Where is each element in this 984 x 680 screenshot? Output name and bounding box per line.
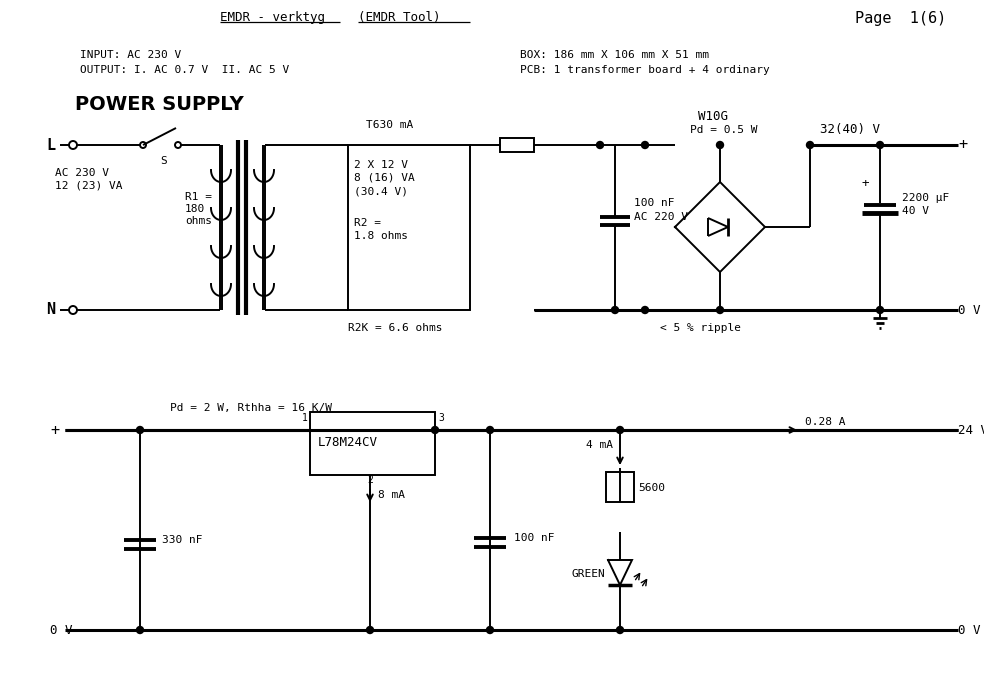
- Circle shape: [486, 626, 494, 634]
- Text: BOX: 186 mm X 106 mm X 51 mm: BOX: 186 mm X 106 mm X 51 mm: [520, 50, 709, 60]
- Circle shape: [642, 141, 648, 148]
- Text: < 5 % ripple: < 5 % ripple: [660, 323, 741, 333]
- Circle shape: [877, 141, 884, 148]
- Text: GREEN: GREEN: [572, 569, 606, 579]
- Text: +: +: [862, 177, 870, 190]
- Text: AC 230 V: AC 230 V: [55, 168, 109, 178]
- Text: 32(40) V: 32(40) V: [820, 124, 880, 137]
- Bar: [500, 138, 534, 152]
- Text: 0 V: 0 V: [958, 624, 980, 636]
- Text: S: S: [160, 156, 166, 166]
- Text: 0.28 A: 0.28 A: [805, 417, 845, 427]
- Text: OUTPUT: I. AC 0.7 V  II. AC 5 V: OUTPUT: I. AC 0.7 V II. AC 5 V: [80, 65, 289, 75]
- Circle shape: [716, 141, 723, 148]
- Text: 12 (23) VA: 12 (23) VA: [55, 181, 122, 191]
- Text: (EMDR Tool): (EMDR Tool): [358, 12, 441, 24]
- Text: 1.8 ohms: 1.8 ohms: [354, 231, 408, 241]
- Text: 8 (16) VA: 8 (16) VA: [354, 173, 414, 183]
- Text: 24 V: 24 V: [958, 424, 984, 437]
- Text: L: L: [46, 137, 55, 152]
- Text: ohms: ohms: [185, 216, 212, 226]
- Circle shape: [716, 307, 723, 313]
- Text: Pd = 0.5 W: Pd = 0.5 W: [690, 125, 758, 135]
- Circle shape: [486, 426, 494, 434]
- Text: Pd = 2 W, Rthha = 16 K/W: Pd = 2 W, Rthha = 16 K/W: [170, 403, 332, 413]
- Text: INPUT: AC 230 V: INPUT: AC 230 V: [80, 50, 181, 60]
- Text: PCB: 1 transformer board + 4 ordinary: PCB: 1 transformer board + 4 ordinary: [520, 65, 769, 75]
- Circle shape: [596, 141, 603, 148]
- Bar: [606, 472, 634, 502]
- Circle shape: [366, 626, 374, 634]
- Circle shape: [432, 426, 439, 434]
- Bar: [310, 412, 435, 475]
- Circle shape: [877, 307, 884, 313]
- Text: +: +: [50, 422, 59, 437]
- Text: 330 nF: 330 nF: [162, 535, 203, 545]
- Text: 0 V: 0 V: [50, 624, 73, 636]
- Text: Page  1(6): Page 1(6): [855, 10, 947, 25]
- Text: EMDR - verktyg: EMDR - verktyg: [220, 12, 325, 24]
- Text: 180: 180: [185, 204, 206, 214]
- Circle shape: [617, 626, 624, 634]
- Text: L78M24CV: L78M24CV: [318, 437, 378, 449]
- Text: N: N: [46, 303, 55, 318]
- Circle shape: [611, 307, 619, 313]
- Text: 100 nF: 100 nF: [514, 533, 555, 543]
- Text: R1 =: R1 =: [185, 192, 212, 202]
- Text: 40 V: 40 V: [902, 206, 929, 216]
- Text: 3: 3: [438, 413, 444, 423]
- Circle shape: [617, 426, 624, 434]
- Text: R2 =: R2 =: [354, 218, 381, 228]
- Circle shape: [137, 626, 144, 634]
- Text: 1: 1: [302, 413, 308, 423]
- Text: W10G: W10G: [698, 110, 728, 124]
- Bar: [348, 145, 470, 310]
- Text: 5600: 5600: [638, 483, 665, 493]
- Text: (30.4 V): (30.4 V): [354, 186, 408, 196]
- Text: 0 V: 0 V: [958, 303, 980, 316]
- Circle shape: [642, 307, 648, 313]
- Text: R2K = 6.6 ohms: R2K = 6.6 ohms: [348, 323, 443, 333]
- Text: 2200 µF: 2200 µF: [902, 193, 950, 203]
- Text: 100 nF: 100 nF: [634, 198, 674, 208]
- Text: T630 mA: T630 mA: [366, 120, 413, 130]
- Text: 4 mA: 4 mA: [586, 440, 613, 450]
- Text: POWER SUPPLY: POWER SUPPLY: [75, 95, 244, 114]
- Circle shape: [807, 141, 814, 148]
- Text: 8 mA: 8 mA: [378, 490, 405, 500]
- Text: 2 X 12 V: 2 X 12 V: [354, 160, 408, 170]
- Text: AC 220 V: AC 220 V: [634, 212, 688, 222]
- Circle shape: [137, 426, 144, 434]
- Text: +: +: [958, 137, 967, 152]
- Text: 2: 2: [367, 475, 373, 485]
